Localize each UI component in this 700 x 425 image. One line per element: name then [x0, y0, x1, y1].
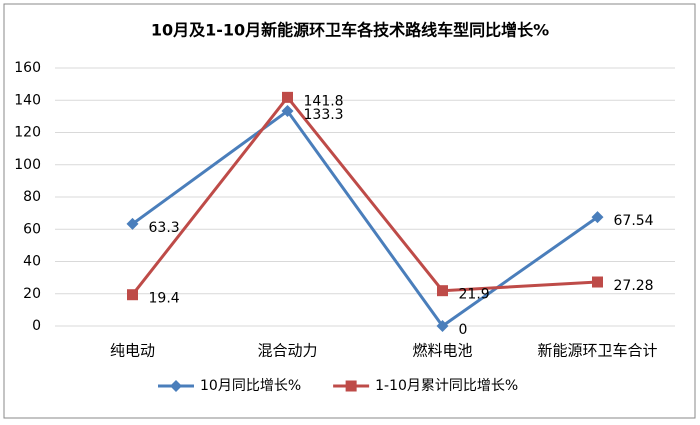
y-tick-label: 40	[23, 254, 41, 270]
x-tick-label: 燃料电池	[412, 342, 472, 360]
legend-label: 1-10月累计同比增长%	[375, 378, 518, 394]
y-tick-label: 160	[14, 60, 41, 76]
data-label: 141.8	[304, 93, 344, 109]
data-label: 27.28	[614, 278, 654, 294]
data-label: 21.9	[459, 287, 490, 303]
point	[127, 289, 138, 301]
chart-border	[3, 3, 696, 419]
x-tick-label: 混合动力	[257, 342, 317, 360]
point	[126, 217, 139, 230]
x-tick-label: 纯电动	[110, 342, 155, 360]
data-label: 63.3	[149, 220, 180, 236]
chart-title: 10月及1-10月新能源环卫车各技术路线车型同比增长%	[151, 21, 549, 40]
y-tick-label: 60	[23, 221, 41, 237]
legend-marker	[170, 380, 182, 392]
x-tick-label: 新能源环卫车合计	[537, 342, 657, 360]
data-label: 67.54	[614, 213, 654, 229]
y-tick-label: 120	[14, 125, 41, 141]
y-tick-label: 100	[14, 157, 41, 173]
point	[436, 320, 449, 332]
series-line	[131, 108, 599, 329]
legend-label: 10月同比增长%	[200, 378, 301, 394]
data-label: 0	[459, 322, 468, 338]
series-line	[131, 94, 598, 296]
point	[282, 91, 293, 103]
point	[591, 211, 604, 224]
data-label: 133.3	[304, 107, 344, 123]
y-tick-label: 80	[23, 189, 41, 205]
point	[592, 276, 603, 288]
data-label: 19.4	[149, 291, 180, 307]
y-tick-label: 0	[32, 318, 41, 334]
point	[437, 285, 448, 297]
y-tick-label: 20	[23, 286, 41, 302]
legend-marker	[345, 380, 357, 392]
point	[281, 105, 294, 118]
y-tick-label: 140	[14, 92, 41, 108]
